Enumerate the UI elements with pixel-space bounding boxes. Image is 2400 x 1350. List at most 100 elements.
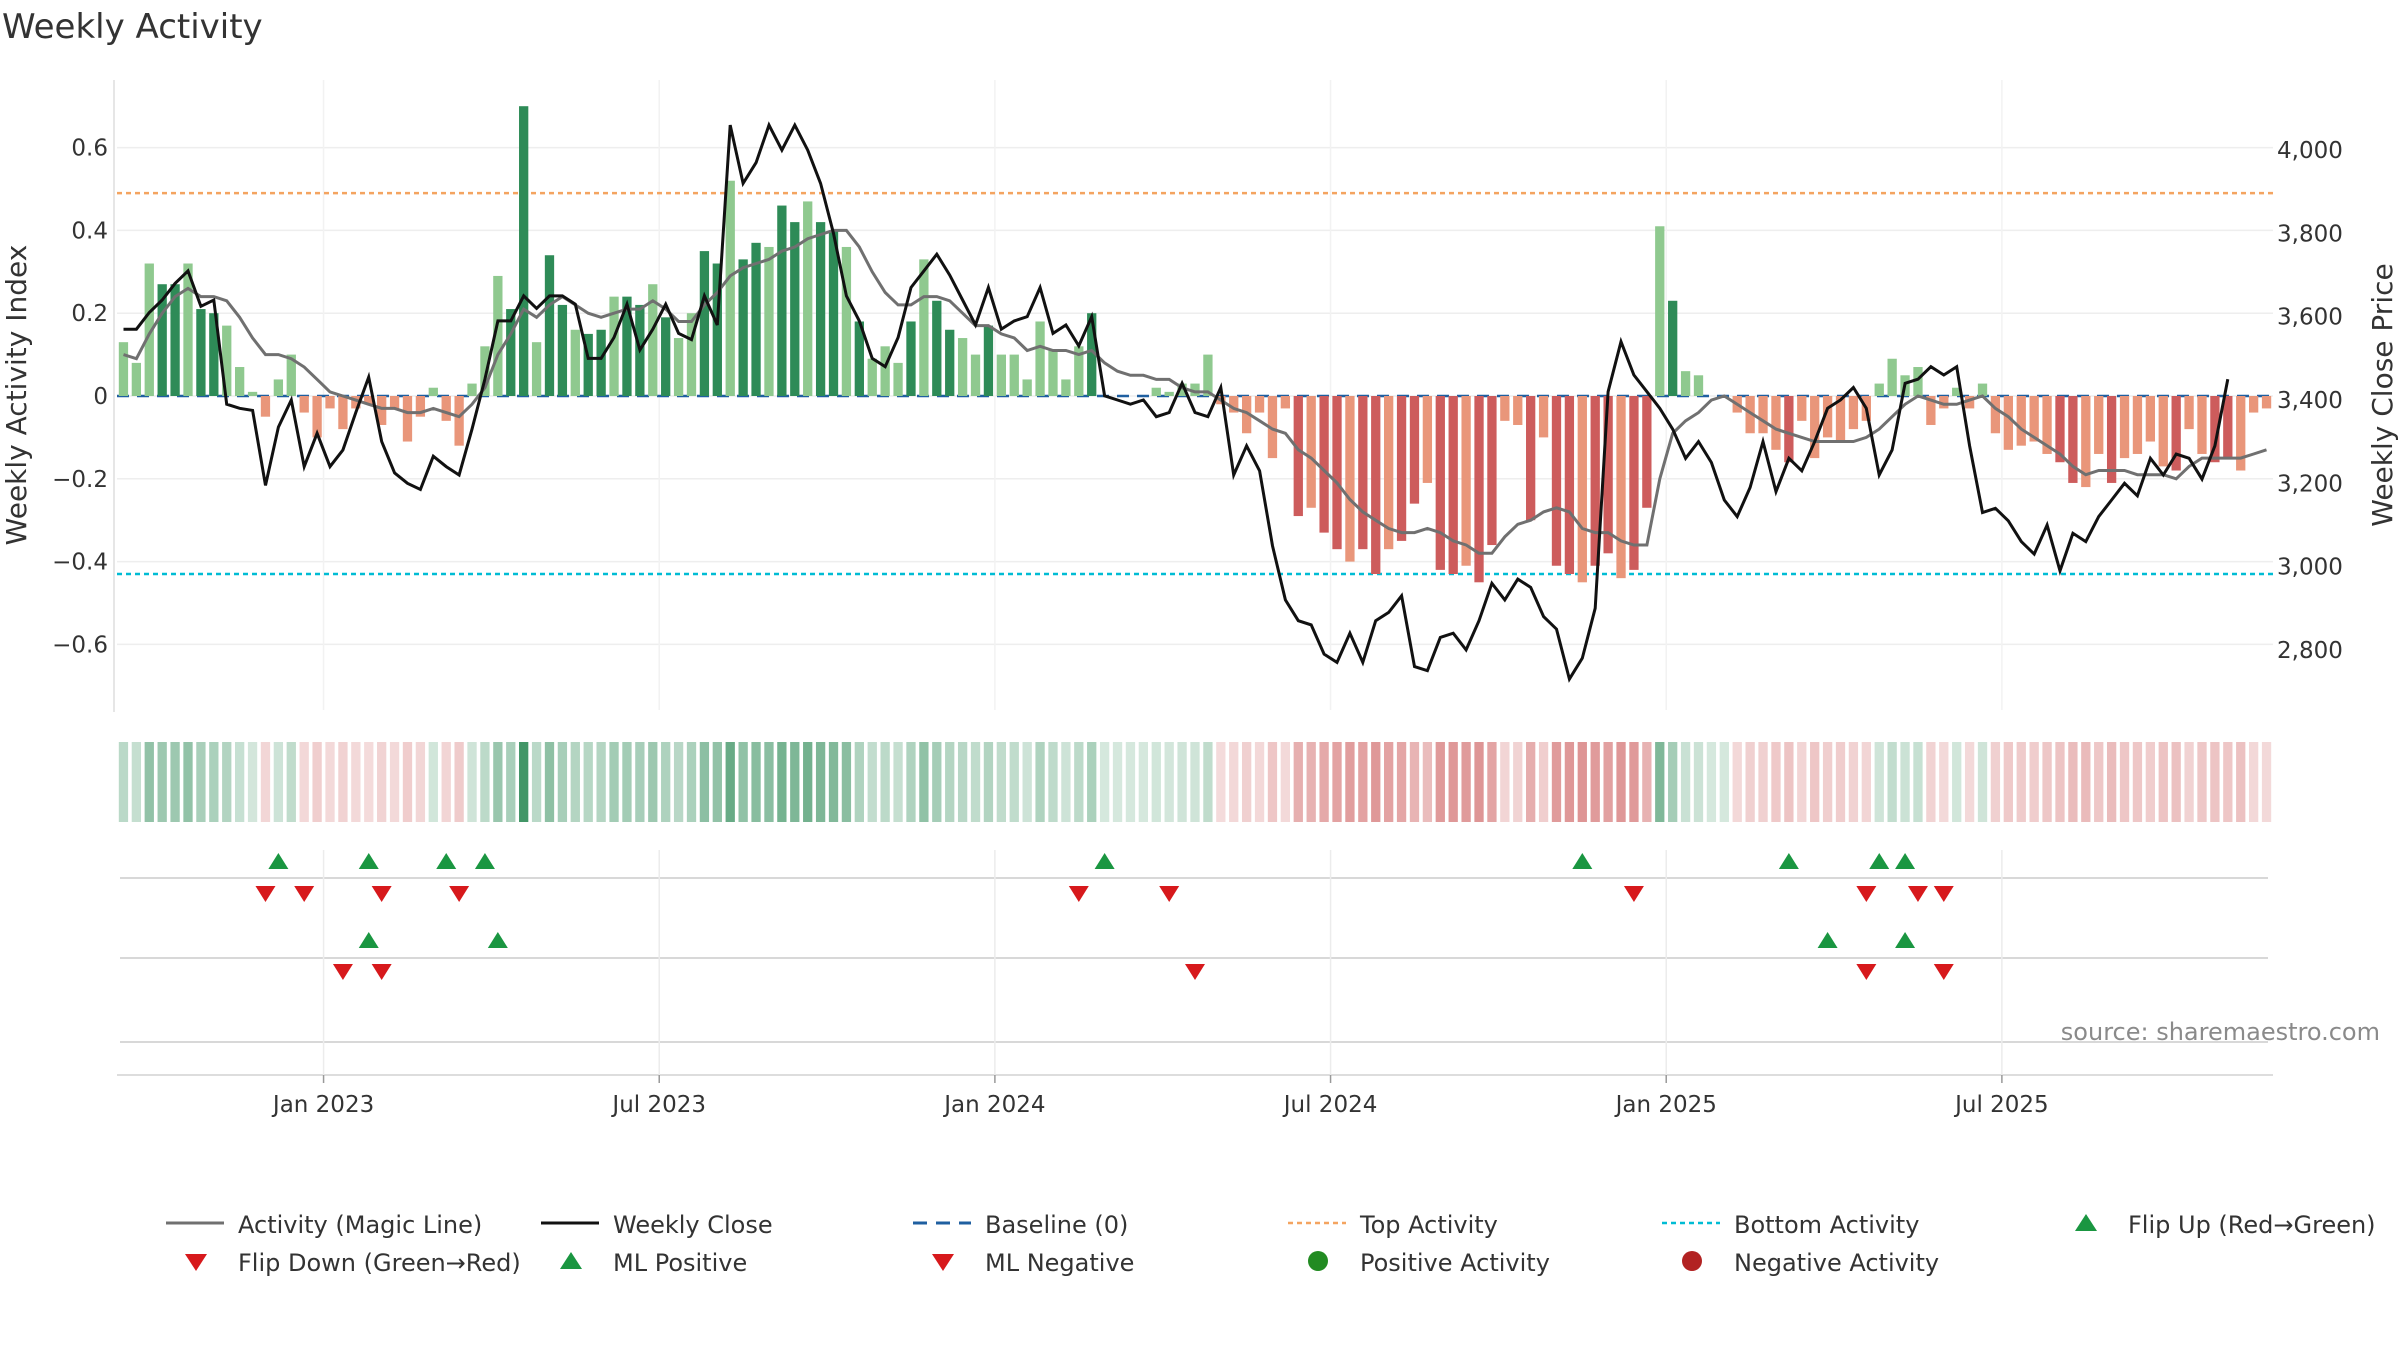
legend-item: Top Activity bbox=[1288, 1211, 1498, 1239]
y-axis-label: Weekly Activity Index bbox=[0, 245, 33, 546]
activity-bar bbox=[480, 346, 490, 396]
activity-bar bbox=[1822, 396, 1833, 438]
activity-bar bbox=[1952, 387, 1962, 396]
x-axis-ticks: Jan 2023 Jul 2023 Jan 2024 Jul 2024 Jan 2025… bbox=[271, 1075, 2049, 1118]
legend-swatch-triangle-down bbox=[185, 1254, 207, 1271]
heat-cell bbox=[957, 742, 968, 822]
heat-cell bbox=[1293, 742, 1303, 822]
activity-bar bbox=[1061, 379, 1071, 396]
activity-bar bbox=[622, 296, 632, 396]
activity-bar bbox=[299, 396, 309, 413]
activity-bar bbox=[1964, 396, 1975, 409]
heat-cell bbox=[1396, 742, 1407, 822]
activity-bar bbox=[1396, 396, 1407, 541]
heat-cell bbox=[751, 742, 761, 822]
ml-negative-marker bbox=[371, 964, 392, 980]
activity-bar bbox=[531, 342, 542, 396]
activity-bar bbox=[2236, 396, 2246, 471]
legend-label: Bottom Activity bbox=[1734, 1211, 1919, 1239]
legend-label: Baseline (0) bbox=[985, 1211, 1128, 1239]
heat-cell bbox=[1513, 742, 1523, 822]
y2-tick-label: 3,200 bbox=[2277, 471, 2343, 497]
activity-bar bbox=[1203, 354, 1213, 396]
activity-bar bbox=[996, 354, 1006, 396]
heat-cell bbox=[2158, 742, 2168, 822]
legend-swatch-triangle-down bbox=[932, 1254, 954, 1271]
activity-bar bbox=[1629, 396, 1639, 570]
activity-bar bbox=[1913, 367, 1923, 396]
heat-cell bbox=[661, 742, 671, 822]
heat-cell bbox=[338, 742, 348, 822]
activity-bar bbox=[1074, 346, 1084, 396]
heat-cell bbox=[699, 742, 710, 822]
y2-tick-label: 3,400 bbox=[2277, 388, 2343, 414]
flip-up-marker bbox=[474, 853, 495, 869]
heat-cell bbox=[777, 742, 787, 822]
legend-label: ML Positive bbox=[613, 1249, 747, 1277]
activity-bar bbox=[1332, 396, 1342, 550]
activity-bar bbox=[325, 396, 335, 409]
y-tick-label: 0.2 bbox=[71, 301, 108, 327]
heat-cell bbox=[1680, 742, 1691, 822]
y-tick-label: −0.2 bbox=[52, 467, 108, 493]
activity-bar bbox=[1797, 396, 1807, 421]
activity-bar bbox=[467, 383, 477, 396]
heat-cell bbox=[1254, 742, 1265, 822]
heat-cell bbox=[1216, 742, 1226, 822]
activity-bar bbox=[2184, 396, 2194, 430]
x-tick-label: Jan 2024 bbox=[942, 1092, 1045, 1118]
activity-bar bbox=[1668, 300, 1678, 396]
activity-bar bbox=[2132, 396, 2143, 454]
heat-cell bbox=[2106, 742, 2117, 822]
heat-cell bbox=[2248, 742, 2259, 822]
heat-cell bbox=[622, 742, 632, 822]
activity-bar bbox=[2029, 396, 2039, 442]
activity-bar bbox=[1771, 396, 1781, 450]
heat-cell bbox=[544, 742, 555, 822]
y-tick-label: 0.4 bbox=[71, 218, 108, 244]
heat-cell bbox=[790, 742, 800, 822]
activity-bar bbox=[841, 246, 852, 396]
activity-bar bbox=[1035, 321, 1045, 396]
heat-cell bbox=[299, 742, 309, 822]
heat-cell bbox=[454, 742, 464, 822]
activity-bar bbox=[1784, 396, 1794, 463]
activity-bar bbox=[932, 300, 942, 396]
heat-cell bbox=[2261, 742, 2272, 822]
activity-bar bbox=[1280, 396, 1291, 409]
activity-bar bbox=[1409, 396, 1420, 504]
activity-bar bbox=[725, 180, 735, 396]
legend-item: Bottom Activity bbox=[1662, 1211, 1919, 1239]
heat-cell bbox=[996, 742, 1006, 822]
heat-cell bbox=[1732, 742, 1742, 822]
activity-bar bbox=[2158, 396, 2168, 467]
y2-tick-label: 2,800 bbox=[2277, 638, 2343, 664]
heat-cell bbox=[351, 742, 361, 822]
activity-bar bbox=[738, 259, 748, 396]
heat-cell bbox=[867, 742, 877, 822]
activity-bar bbox=[2171, 396, 2181, 471]
y2-tick-label: 3,600 bbox=[2277, 305, 2343, 331]
legend-label: Weekly Close bbox=[613, 1211, 773, 1239]
activity-bar bbox=[157, 284, 167, 396]
heat-cell bbox=[1461, 742, 1471, 822]
heat-cell bbox=[209, 742, 219, 822]
heat-cell bbox=[906, 742, 916, 822]
activity-bar bbox=[2003, 396, 2013, 450]
heat-cell bbox=[1048, 742, 1058, 822]
heat-cell bbox=[1280, 742, 1291, 822]
activity-bar bbox=[415, 396, 426, 417]
flip-up-marker bbox=[1572, 853, 1593, 869]
y2-tick-label: 4,000 bbox=[2277, 138, 2343, 164]
x-tick-label: Jul 2023 bbox=[610, 1092, 706, 1118]
ml-negative-marker bbox=[1856, 964, 1877, 980]
flip-down-marker bbox=[449, 886, 470, 902]
activity-bar bbox=[583, 333, 593, 396]
heat-cell bbox=[648, 742, 658, 822]
heat-cell bbox=[1151, 742, 1161, 822]
heat-cell bbox=[2055, 742, 2065, 822]
heat-cell bbox=[815, 742, 826, 822]
activity-bar bbox=[1293, 396, 1303, 517]
activity-bar bbox=[1680, 371, 1691, 396]
y-tick-label: 0.6 bbox=[71, 136, 108, 162]
